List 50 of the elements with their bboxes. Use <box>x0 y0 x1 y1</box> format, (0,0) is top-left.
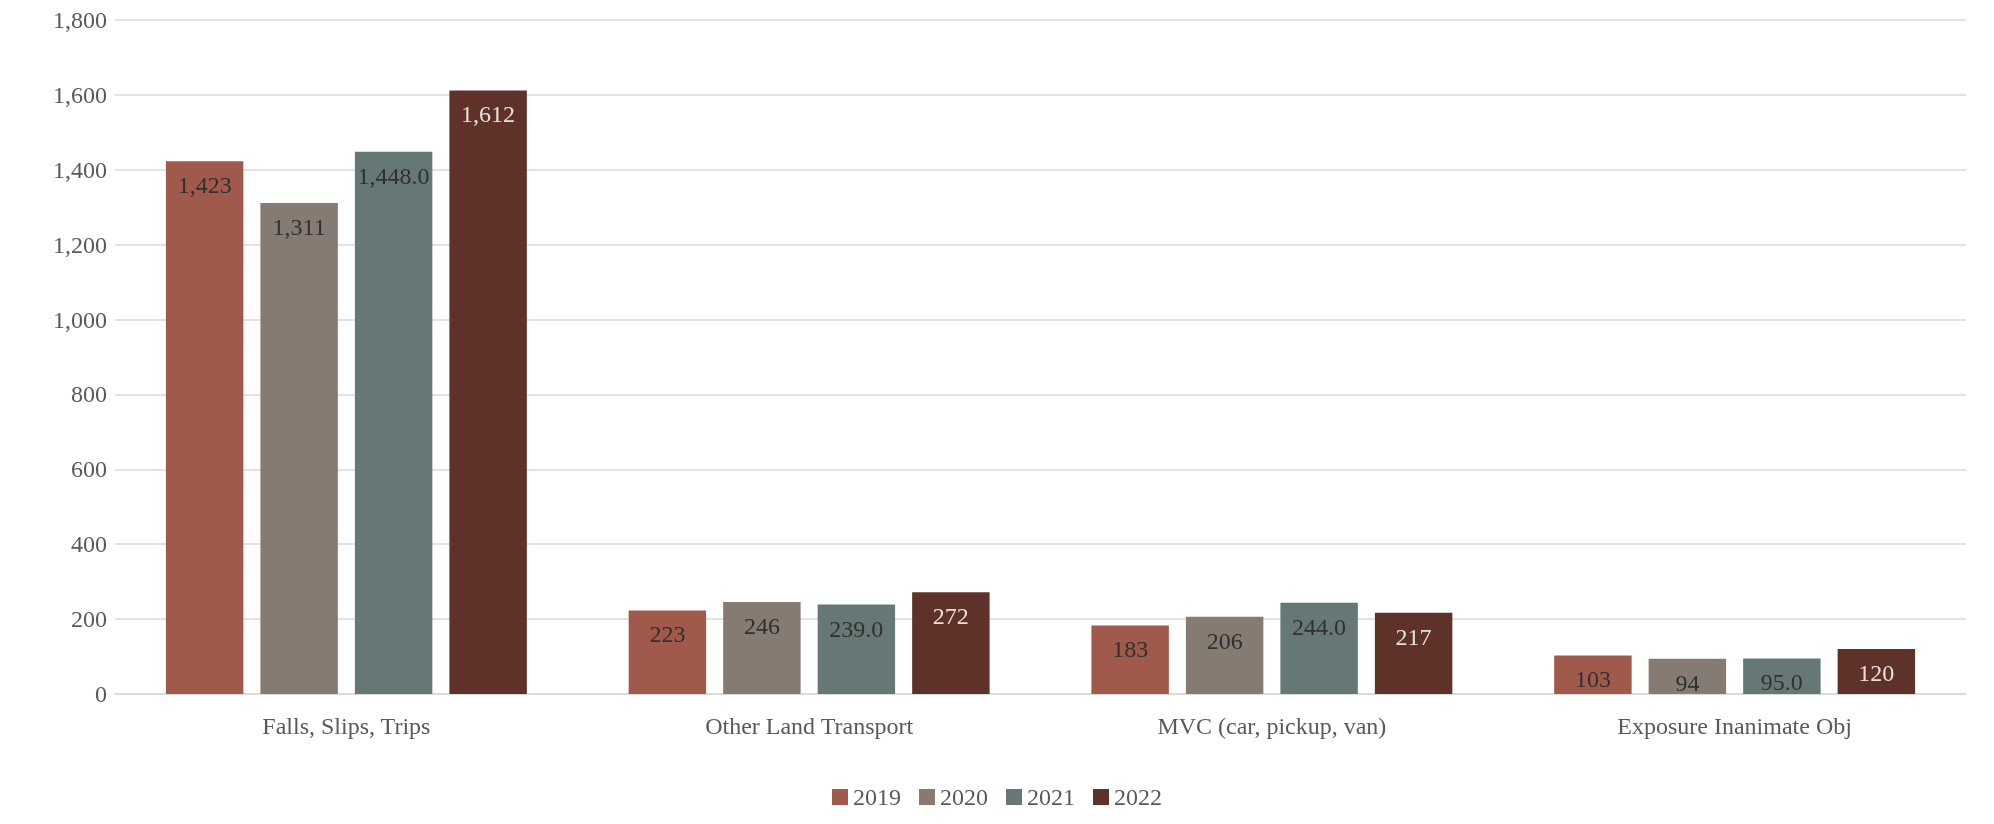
y-tick-label: 200 <box>71 606 107 633</box>
bar <box>1554 655 1632 694</box>
legend-label: 2019 <box>853 784 901 810</box>
data-label: 246 <box>743 612 780 639</box>
bar <box>449 90 527 694</box>
y-tick-label: 0 <box>95 681 107 707</box>
legend-label: 2022 <box>1114 784 1162 810</box>
data-label: 223 <box>649 621 686 648</box>
y-tick-label: 800 <box>71 381 107 408</box>
x-tick-label: Other Land Transport <box>705 713 914 739</box>
data-label: 206 <box>1206 627 1243 654</box>
y-tick-label: 600 <box>71 456 107 483</box>
bar <box>1743 658 1821 694</box>
data-label: 1,311 <box>272 214 326 241</box>
bar <box>1374 612 1453 694</box>
bar <box>1185 616 1264 694</box>
data-label: 239.0 <box>829 615 884 642</box>
bar <box>1091 625 1169 694</box>
bar <box>723 601 801 694</box>
data-label: 217 <box>1395 623 1432 650</box>
data-label: 1,448.0 <box>357 162 430 189</box>
bar <box>354 151 433 694</box>
data-label: 103 <box>1574 666 1611 693</box>
bar <box>1280 602 1358 694</box>
y-tick-label: 1,400 <box>53 156 107 183</box>
data-label: 272 <box>932 603 969 630</box>
bar <box>628 610 707 694</box>
x-tick-label: MVC (car, pickup, van) <box>1157 713 1387 739</box>
data-label: 95.0 <box>1760 669 1803 696</box>
bar <box>1648 658 1727 694</box>
data-label: 94 <box>1675 669 1700 696</box>
data-label: 183 <box>1112 636 1149 663</box>
x-tick-label: Falls, Slips, Trips <box>262 713 431 739</box>
data-label: 120 <box>1858 660 1895 687</box>
bar <box>817 604 896 694</box>
data-label: 244.0 <box>1292 613 1347 640</box>
bar <box>912 592 990 694</box>
y-tick-label: 1,000 <box>53 306 107 333</box>
data-label: 1,423 <box>177 172 232 199</box>
y-tick-label: 1,600 <box>53 81 107 108</box>
bar <box>165 161 244 694</box>
bar <box>260 203 338 694</box>
legend-label: 2020 <box>940 784 988 810</box>
legend-label: 2021 <box>1027 784 1075 810</box>
y-tick-label: 400 <box>71 531 107 558</box>
data-label: 1,612 <box>461 101 516 128</box>
y-tick-label: 1,200 <box>53 231 107 258</box>
x-tick-label: Exposure Inanimate Obj <box>1617 713 1852 739</box>
bar <box>1837 649 1916 694</box>
y-tick-label: 1,800 <box>53 7 107 33</box>
